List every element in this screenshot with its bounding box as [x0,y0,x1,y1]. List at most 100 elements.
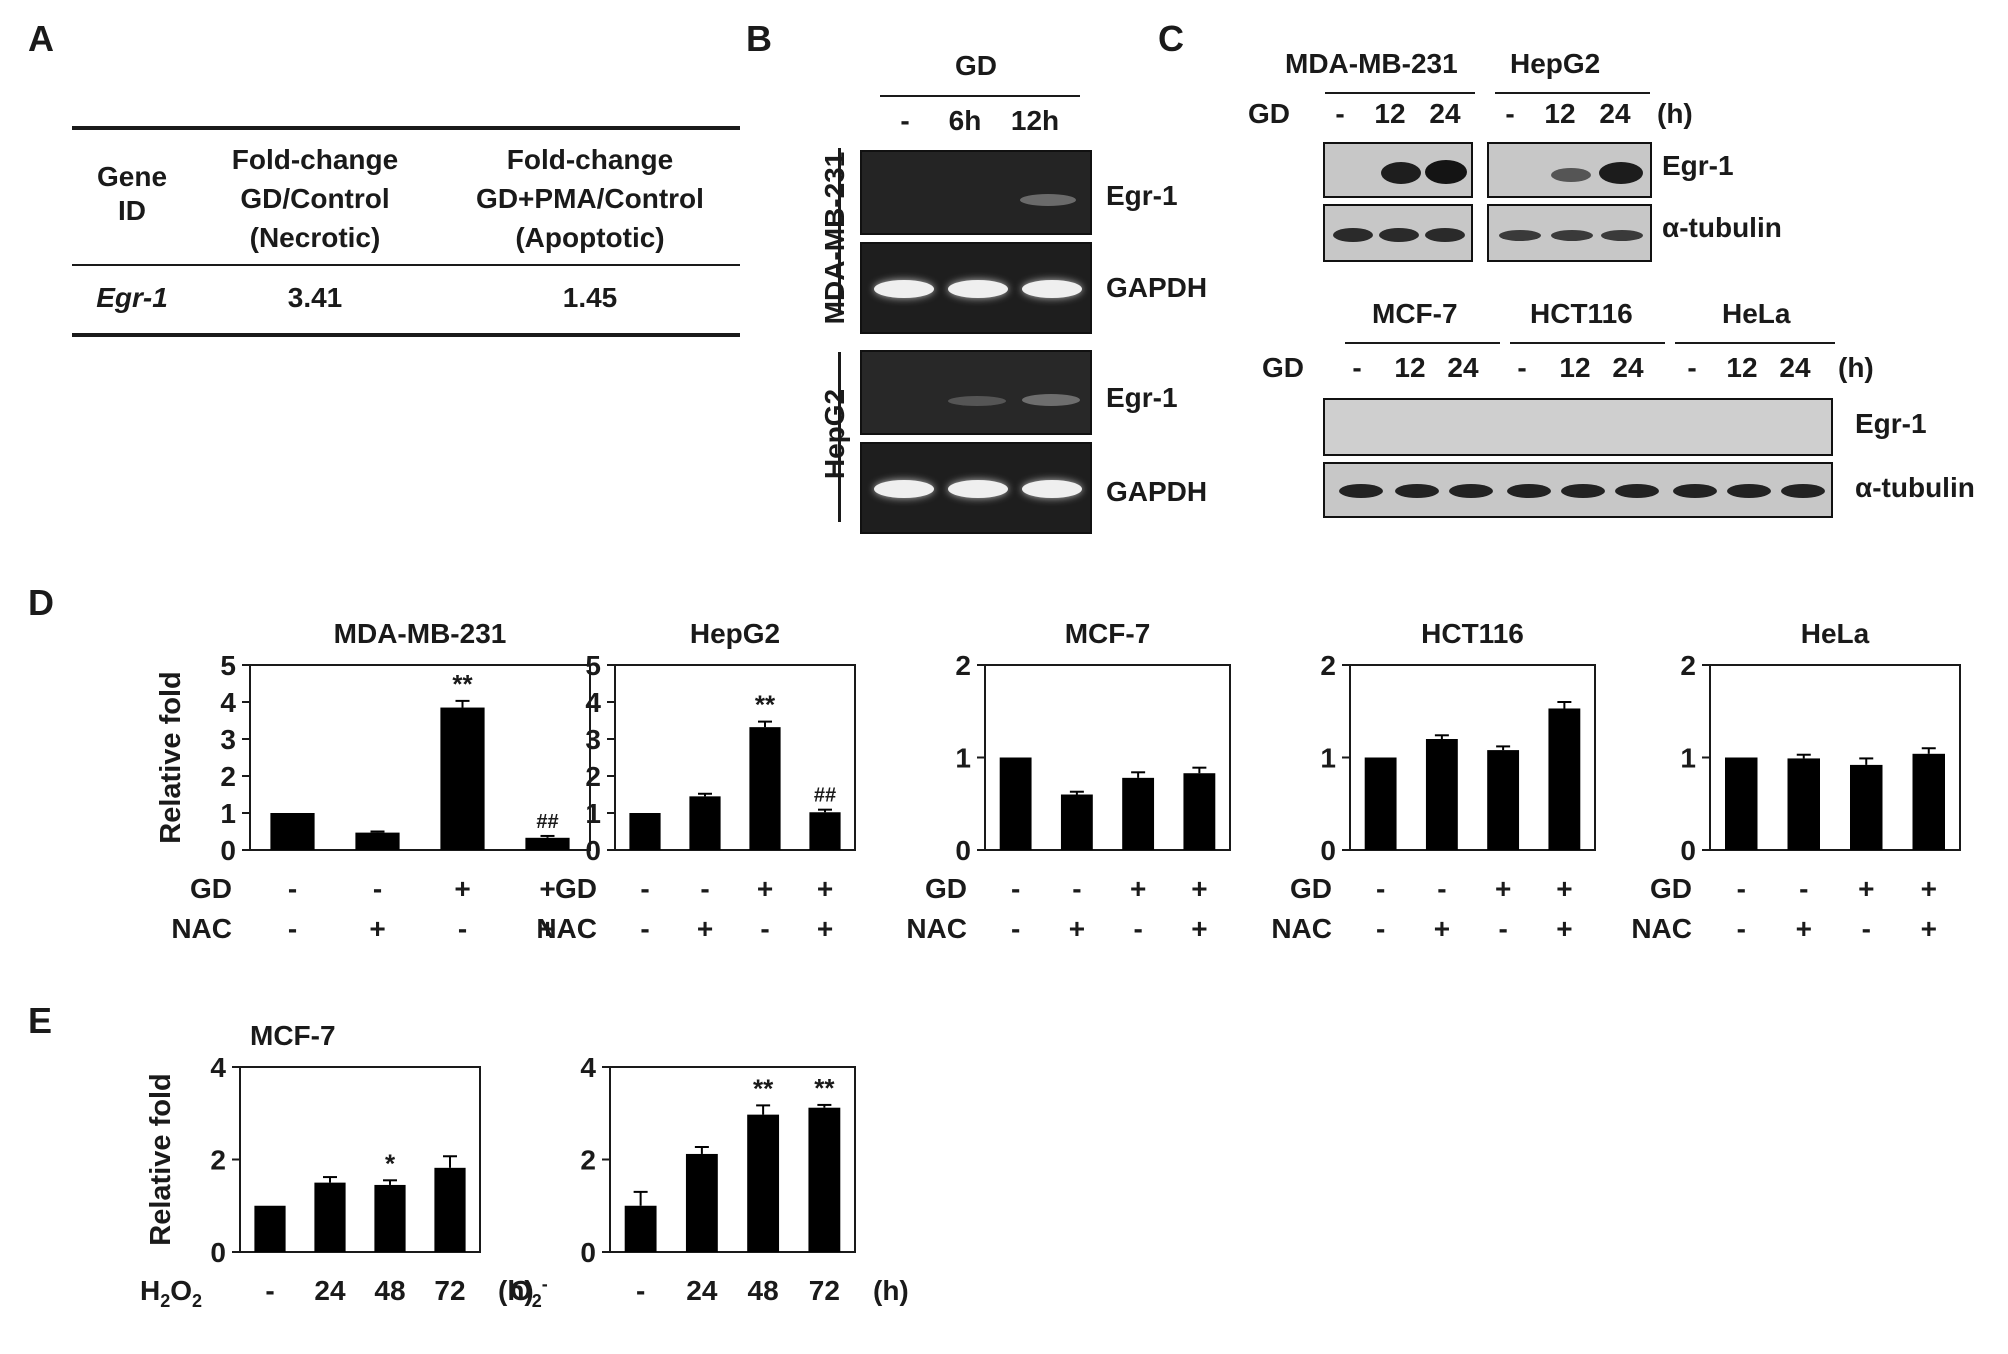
bar [1548,708,1581,850]
gel-band [874,480,934,498]
bar [685,1153,718,1252]
blot-lane-label: - [1517,352,1527,383]
condition-sign: + [1191,913,1207,944]
y-tick-label: 5 [220,650,236,681]
bar [434,1167,466,1252]
panel-label-d: D [28,582,54,623]
condition-sign: + [1069,913,1085,944]
significance-marker: ## [536,811,558,833]
condition-sign: - [1498,913,1507,944]
treatment-label: H2O2 [140,1275,202,1311]
blot-band [1599,162,1643,184]
blot-bottom-egr1 [1323,398,1833,456]
y-tick-label: 4 [210,1052,226,1083]
blot-lane-label: - [1352,352,1362,383]
blot-band [1379,228,1419,242]
bar [747,1114,780,1252]
blot-band [1551,168,1591,182]
condition-label: NAC [1631,913,1692,944]
bar [624,1205,657,1252]
y-tick-label: 0 [580,1237,596,1268]
condition-sign: - [1737,913,1746,944]
bar [1850,764,1883,850]
blot-hepg2-tubulin [1487,204,1652,262]
unit-label: (h) [498,1275,534,1306]
gel-band [1022,394,1080,406]
y-tick-label: 2 [1680,650,1696,681]
blot-target-label: α-tubulin [1662,212,1782,243]
table-header-necrotic: Fold-change GD/Control (Necrotic) [231,144,399,253]
chart-title: MCF-7 [1065,618,1151,649]
blot-band [1601,230,1643,241]
x-tick-label: - [265,1275,274,1306]
chart-title: MDA-MB-231 [334,618,507,649]
bar [749,727,781,850]
blot-lane-label: 12 [1726,352,1758,383]
condition-sign: - [1862,913,1871,944]
blot-band [1673,484,1717,498]
x-tick-label: 24 [314,1275,346,1306]
bar [374,1184,406,1252]
blot-band [1499,230,1541,241]
blot-band [1395,484,1439,498]
unit-label: (h) [873,1275,909,1306]
condition-label: NAC [906,913,967,944]
significance-marker: ** [753,1073,774,1103]
condition-sign: - [1437,873,1446,904]
y-tick-label: 1 [955,743,971,774]
x-tick-label: 72 [809,1275,840,1306]
blot-lane-label: 24 [1447,352,1479,383]
significance-marker: ## [814,785,836,807]
y-tick-label: 3 [220,724,236,755]
bar [1183,773,1216,850]
blot-group-rule [1675,342,1835,344]
blot-target-label: Egr-1 [1662,150,1734,181]
chart-title: HepG2 [690,618,780,649]
significance-marker: * [385,1148,396,1178]
condition-sign: + [817,873,833,904]
bar [1787,758,1820,850]
panel-label-c: C [1158,18,1184,59]
y-tick-label: 1 [585,798,601,829]
condition-sign: + [1130,873,1146,904]
gel-cell-line-bracket [838,148,841,313]
bar [440,707,485,850]
blot-band [1561,484,1605,498]
blot-group-label: HeLa [1722,298,1791,329]
blot-lane-label: 12 [1544,98,1576,129]
blot-lane-label: - [1505,98,1515,129]
condition-sign: - [1072,873,1081,904]
y-tick-label: 0 [1680,835,1696,866]
y-axis-label: Relative fold [145,1073,177,1245]
gel-band [1022,280,1082,298]
blot-band [1615,484,1659,498]
x-tick-label: 48 [748,1275,779,1306]
table-header-apoptotic: Fold-change GD+PMA/Control (Apoptotic) [476,144,704,253]
blot-group-label: MDA-MB-231 [1285,48,1458,79]
table-cell-necrotic-value: 3.41 [287,282,343,313]
condition-label: GD [1650,873,1692,904]
blot-band [1425,160,1467,184]
table-cell-apoptotic-value: 1.45 [562,282,618,313]
gel-target-label: GAPDH [1106,272,1208,303]
condition-sign: - [1011,873,1020,904]
gel-lane-label: 12h [1010,105,1060,136]
condition-sign: - [1376,873,1385,904]
significance-marker: ** [452,669,473,699]
condition-sign: + [1921,873,1937,904]
table-bottom-rule [72,333,740,337]
blot-mda-egr1 [1323,142,1473,198]
bar [629,813,661,850]
condition-label: GD [1290,873,1332,904]
y-tick-label: 2 [220,761,236,792]
blot-group-label: MCF-7 [1372,298,1458,329]
bar [314,1182,346,1252]
blot-band [1333,228,1373,242]
gel-lane-label: 6h [948,105,982,136]
y-tick-label: 5 [585,650,601,681]
y-tick-label: 2 [955,650,971,681]
blot-group-rule [1345,342,1500,344]
gel-target-label: Egr-1 [1106,382,1178,413]
y-tick-label: 1 [1320,743,1336,774]
condition-label: NAC [1271,913,1332,944]
